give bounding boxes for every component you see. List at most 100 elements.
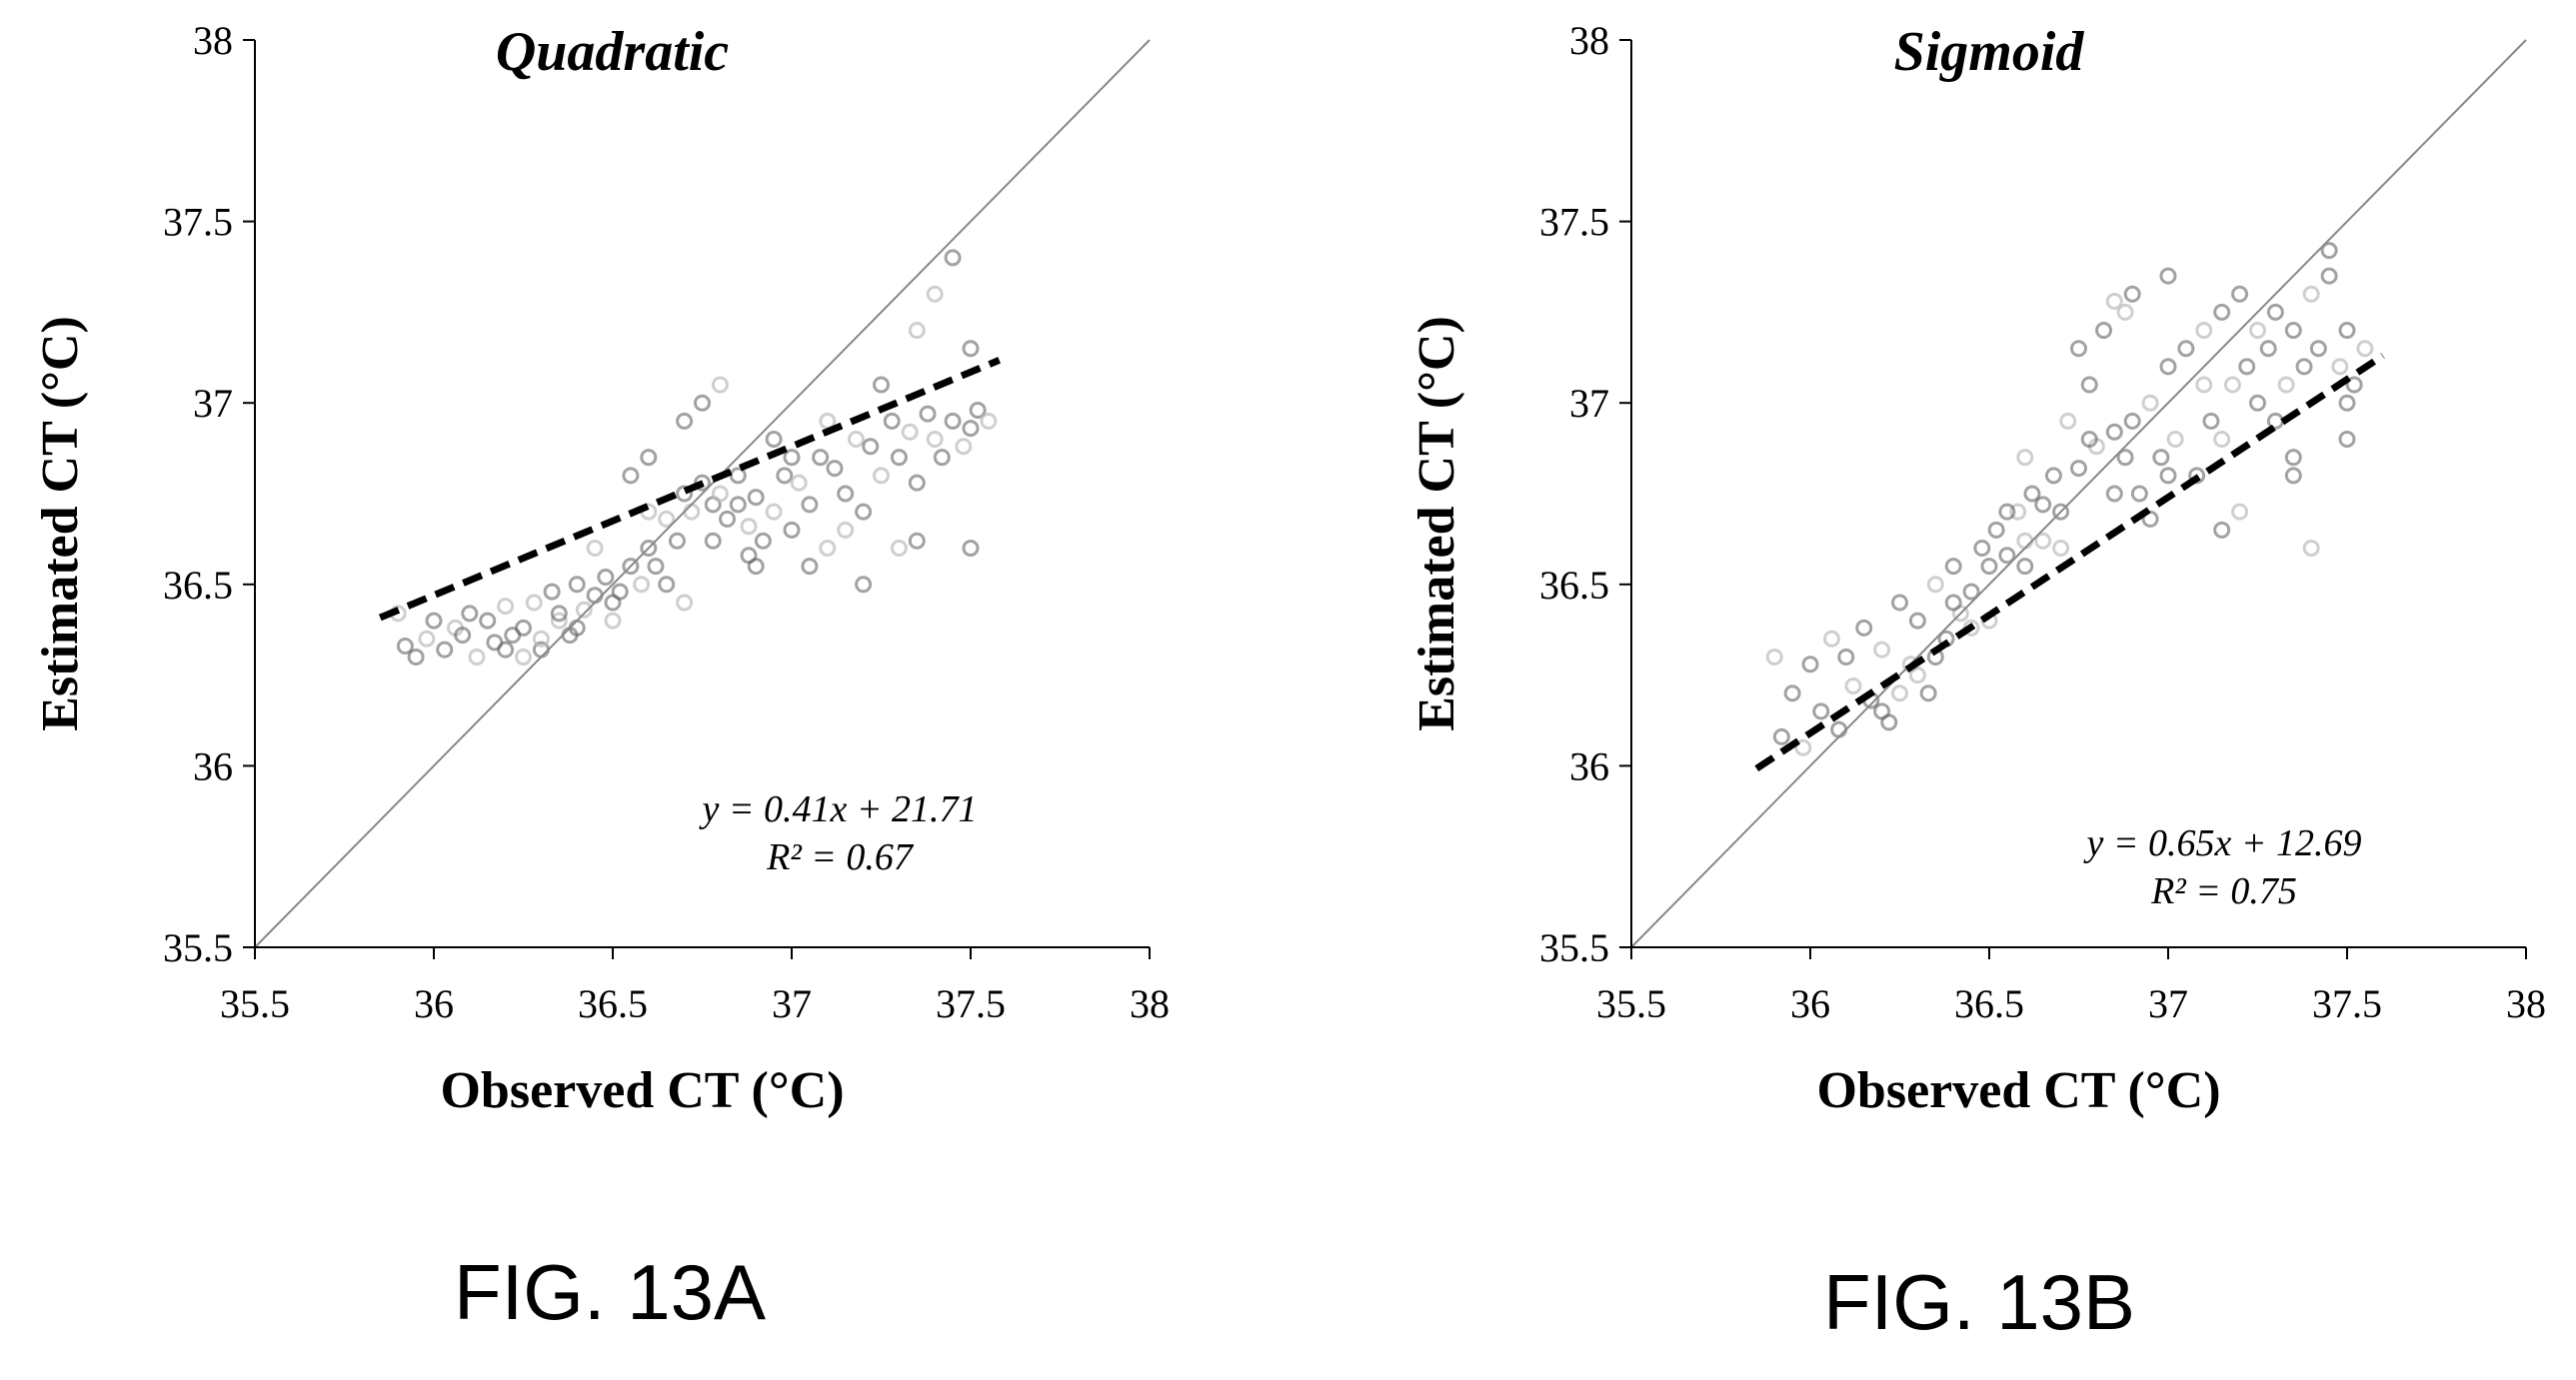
y-ticks: 35.5 36 36.5 37 37.5 38 xyxy=(1539,18,1631,970)
y-tick-label: 35.5 xyxy=(1539,925,1609,970)
data-point xyxy=(418,630,436,648)
data-point xyxy=(969,401,987,419)
identity-line xyxy=(1630,39,2527,948)
x-tick-label: 36.5 xyxy=(1954,981,2024,1026)
data-point xyxy=(1980,558,1998,576)
data-point xyxy=(873,376,890,394)
data-point xyxy=(783,521,801,539)
data-point xyxy=(683,503,701,521)
data-point xyxy=(2016,449,2034,467)
data-point xyxy=(2249,394,2266,412)
data-point xyxy=(908,474,926,492)
data-point xyxy=(2249,322,2266,340)
data-point xyxy=(783,449,801,467)
data-point xyxy=(1908,667,1926,685)
data-point xyxy=(2052,539,2070,557)
data-point xyxy=(2223,376,2241,394)
data-point xyxy=(2302,539,2320,557)
data-point xyxy=(1794,738,1812,756)
data-point xyxy=(515,619,532,637)
data-point xyxy=(2295,358,2313,376)
x-tick-label: 38 xyxy=(1130,981,1170,1026)
y-tick-label: 36.5 xyxy=(163,563,233,608)
data-point xyxy=(525,594,543,612)
data-point xyxy=(647,558,665,576)
regression-equation: y = 0.65x + 12.69 xyxy=(2082,822,2361,864)
data-point xyxy=(2080,376,2098,394)
data-point xyxy=(2130,485,2148,503)
data-point xyxy=(2080,431,2098,449)
data-point xyxy=(2338,322,2356,340)
x-axis-title: Observed CT (°C) xyxy=(1816,1062,2220,1119)
data-point xyxy=(604,594,622,612)
identity-line xyxy=(254,39,1151,948)
data-point xyxy=(2095,322,2113,340)
data-point xyxy=(604,612,622,630)
panel-quadratic: 35.5 36 36.5 37 37.5 38 35.5 36 36.5 37 37.5 38 Qu… xyxy=(32,18,1170,1336)
data-point xyxy=(1844,677,1862,694)
x-ticks: 35.5 36 36.5 37 37.5 38 xyxy=(1596,947,2546,1026)
data-point xyxy=(1873,702,1891,720)
data-point xyxy=(2123,285,2141,303)
data-point xyxy=(890,449,908,467)
data-point xyxy=(2016,558,2034,576)
data-point xyxy=(1772,727,1790,745)
data-point xyxy=(2345,376,2363,394)
data-point xyxy=(919,405,937,423)
data-point xyxy=(2284,467,2302,485)
data-point xyxy=(729,496,747,514)
data-point xyxy=(1919,685,1937,702)
y-ticks: 35.5 36 36.5 37 37.5 38 xyxy=(163,18,255,970)
data-point xyxy=(2052,503,2070,521)
data-point xyxy=(837,485,855,503)
data-point xyxy=(2152,449,2170,467)
data-point xyxy=(694,474,711,492)
data-point xyxy=(2213,521,2231,539)
data-point xyxy=(1873,641,1891,659)
chart-title: Quadratic xyxy=(496,21,729,83)
data-point xyxy=(2284,449,2302,467)
data-point xyxy=(826,460,844,478)
y-tick-label: 36 xyxy=(193,743,233,788)
data-point xyxy=(597,569,615,587)
data-point xyxy=(2059,412,2077,430)
data-point xyxy=(2338,431,2356,449)
data-point xyxy=(862,438,880,456)
data-point xyxy=(586,587,604,605)
data-point xyxy=(955,438,973,456)
data-point xyxy=(908,322,926,340)
x-ticks: 35.5 36 36.5 37 37.5 38 xyxy=(220,947,1170,1026)
data-point xyxy=(2159,358,2177,376)
data-point xyxy=(2195,322,2213,340)
data-point xyxy=(658,576,676,594)
x-tick-label: 37 xyxy=(772,981,812,1026)
data-point xyxy=(2116,303,2134,321)
r-squared: R² = 0.75 xyxy=(2150,870,2297,912)
data-point xyxy=(2177,340,2195,358)
data-point xyxy=(2231,285,2249,303)
data-point xyxy=(2195,376,2213,394)
data-point xyxy=(2231,503,2249,521)
data-point xyxy=(497,598,515,616)
data-point xyxy=(980,412,998,430)
data-point xyxy=(819,539,837,557)
points-group xyxy=(389,249,998,666)
data-point xyxy=(550,612,568,630)
x-tick-label: 36.5 xyxy=(578,981,648,1026)
data-point xyxy=(765,431,783,449)
data-point xyxy=(2159,267,2177,285)
fit-line xyxy=(378,357,1001,622)
data-point xyxy=(873,467,890,485)
y-tick-label: 38 xyxy=(1569,18,1609,63)
data-point xyxy=(1926,576,1944,594)
data-point xyxy=(2159,467,2177,485)
data-point xyxy=(468,648,486,666)
data-point xyxy=(2213,303,2231,321)
data-point xyxy=(933,449,951,467)
y-tick-label: 35.5 xyxy=(163,925,233,970)
data-point xyxy=(926,431,944,449)
data-point xyxy=(479,612,497,630)
data-point xyxy=(2202,412,2220,430)
data-point xyxy=(901,423,919,441)
data-point xyxy=(740,547,758,565)
